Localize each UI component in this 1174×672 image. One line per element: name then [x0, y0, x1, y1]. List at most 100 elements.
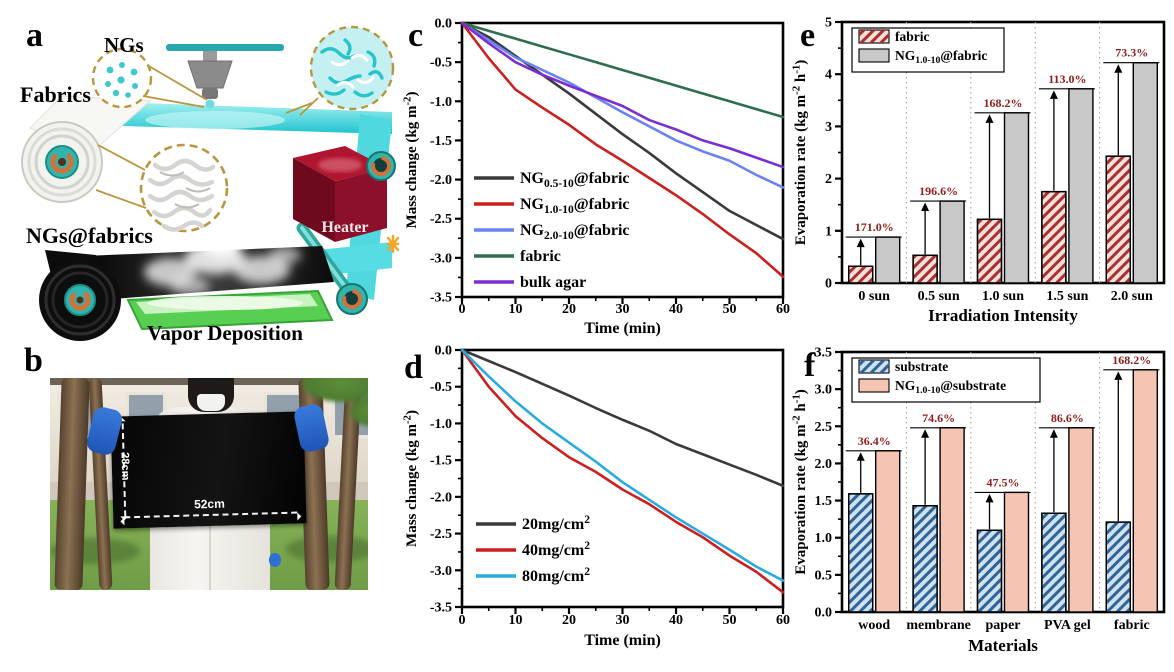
bar-ng-1-0-10-substrate-0	[874, 450, 901, 613]
ngs-fabric-roll	[39, 250, 121, 341]
x-tick-label: 0	[459, 613, 466, 628]
series-line-bulk-agar	[460, 21, 785, 169]
increase-arrowhead-icon	[921, 202, 930, 212]
y-tick-label: -1.5	[430, 134, 452, 149]
legend-label: 80mg/cm2	[522, 566, 590, 585]
x-tick-label: 40	[669, 613, 683, 628]
category-label: 1.5 sun	[1046, 289, 1088, 304]
y-tick-label: -3.0	[430, 564, 452, 579]
fabric-roll	[21, 121, 103, 203]
vapor-smoke	[144, 236, 301, 295]
y-tick-label: -2.5	[430, 527, 452, 542]
increase-percent-label: 196.6%	[919, 184, 958, 198]
series-line-80mg-cm-2-	[460, 348, 785, 582]
increase-arrowhead-icon	[921, 429, 930, 438]
y-tick-label: -3.5	[430, 291, 452, 306]
bar-ng-1-0-10-fabric-4	[1132, 62, 1158, 284]
bar-ng-1-0-10-fabric-2	[1003, 112, 1030, 284]
legend-swatch	[858, 48, 890, 63]
y-tick-label: -1.0	[430, 95, 452, 110]
category-label: 0 sun	[858, 289, 890, 304]
bar-ng-1-0-10-substrate-4	[1132, 369, 1158, 613]
legend-label: substrate	[895, 359, 948, 374]
bar-hatch	[976, 218, 1003, 284]
chart-f-evaporation-vs-material: 0.0 0.5 1.0 1.5 2.0 2.5 3.0 3.5 36.4% wood 74.6% me…	[790, 340, 1174, 672]
increase-percent-label: 74.6%	[922, 411, 955, 425]
arrowhead-icon	[120, 517, 125, 526]
y-axis-title: Evaporation rate (kg m-2 h-1)	[790, 60, 809, 246]
increase-arrowhead-icon	[1114, 64, 1123, 73]
arrowhead-icon	[297, 512, 302, 521]
legend-label: NG1.0-10@fabric	[520, 196, 630, 216]
bar-hatch	[848, 493, 874, 613]
chart-svg-e: 0 1 2 3 4 5 171.0% 0 sun 196.6% 0.5 sun 168.2% 1.0 …	[790, 16, 1166, 325]
ngs-droplets-inset	[91, 47, 153, 109]
y-tick-label: 2	[825, 172, 832, 187]
connector-line	[146, 64, 208, 101]
x-tick-label: 20	[562, 302, 576, 317]
y-tick-label: 3.0	[815, 383, 833, 398]
chart-d-mass-change-by-loading: 0 10 20 30 40 50 60 0.0 -0.5 -1.0 -1.5 -2.0 -2.5 -3.0…	[400, 340, 790, 672]
y-tick-label: 4	[825, 68, 832, 83]
bar-ng-1-0-10-fabric-3	[1068, 88, 1094, 284]
bar-hatch	[976, 529, 1003, 613]
heater-label: Heater	[321, 219, 368, 236]
category-label: fabric	[1114, 618, 1150, 633]
bar-hatch	[1105, 521, 1131, 613]
y-tick-label: -2.0	[430, 490, 452, 505]
category-label: paper	[986, 618, 1021, 633]
tree-leaves	[350, 396, 368, 426]
ngs-fabrics-label: NGs@fabrics	[26, 223, 153, 248]
y-tick-label: 1.0	[815, 531, 833, 546]
x-tick-label: 0	[459, 302, 466, 317]
panel-b-letter: b	[24, 342, 43, 379]
chart-svg-c: 0 10 20 30 40 50 60 0.0 -0.5 -1.0 -1.5 -2.0 -2.5 -3.0…	[401, 17, 790, 338]
vapor-deposition-label: Vapor Deposition	[147, 321, 303, 345]
x-tick-label: 50	[723, 613, 737, 628]
bar-ng-1-0-10-substrate-3	[1068, 427, 1094, 613]
x-tick-label: 60	[776, 302, 790, 317]
y-tick-label: -1.5	[430, 454, 452, 469]
legend-label: NG1.0-10@fabric	[895, 48, 987, 66]
legend-label: fabric	[895, 29, 930, 44]
sun-spark-icon	[386, 234, 400, 254]
increase-percent-label: 73.3%	[1115, 46, 1148, 60]
panel-letter-e: e	[800, 17, 815, 54]
bar-hatch	[1041, 190, 1067, 284]
y-tick-label: -1.0	[430, 417, 452, 432]
increase-arrowhead-icon	[1049, 429, 1058, 438]
y-axis-title: Evaporation rate (kg m-2 h-1)	[790, 389, 809, 575]
x-axis-title: Time (min)	[584, 632, 661, 649]
chart-svg-d: 0 10 20 30 40 50 60 0.0 -0.5 -1.0 -1.5 -2.0 -2.5 -3.0…	[401, 344, 790, 650]
y-tick-label: -0.5	[430, 56, 452, 71]
x-axis-title: Materials	[968, 636, 1038, 655]
droplet	[205, 99, 215, 109]
nozzle	[166, 44, 284, 109]
y-tick-label: 2.0	[815, 457, 833, 472]
series-line-ng-2-0-10-fabric	[460, 21, 785, 189]
y-tick-label: 0.0	[815, 606, 833, 621]
legend-swatch-hatch	[859, 30, 889, 43]
chart-c-mass-change-by-sample: 0 10 20 30 40 50 60 0.0 -0.5 -1.0 -1.5 -2.0 -2.5 -3.0…	[400, 0, 790, 340]
y-tick-label: 0.0	[435, 344, 453, 359]
person-face-mask	[197, 394, 225, 411]
increase-percent-label: 113.0%	[1048, 72, 1086, 86]
legend-swatch-hatch	[859, 360, 889, 373]
dimension-height-label: 28cm	[118, 452, 132, 481]
x-tick-label: 30	[616, 613, 630, 628]
category-label: 0.5 sun	[918, 289, 960, 304]
bar-hatch	[912, 505, 938, 613]
increase-percent-label: 47.5%	[987, 475, 1020, 489]
y-tick-label: -3.5	[430, 601, 452, 616]
roller	[366, 151, 396, 181]
category-label: membrane	[906, 618, 971, 633]
y-tick-label: 5	[825, 16, 832, 31]
dimension-width-label: 52cm	[193, 496, 225, 512]
category-label: 1.0 sun	[982, 289, 1024, 304]
vapor-tray	[126, 289, 334, 331]
legend-swatch	[858, 378, 890, 393]
legend-label: 20mg/cm2	[522, 514, 590, 533]
chart-svg-f: 0.0 0.5 1.0 1.5 2.0 2.5 3.0 3.5 36.4% wood 74.6% me…	[790, 346, 1166, 655]
bar-hatch	[912, 254, 938, 284]
y-tick-label: 2.5	[815, 420, 833, 435]
